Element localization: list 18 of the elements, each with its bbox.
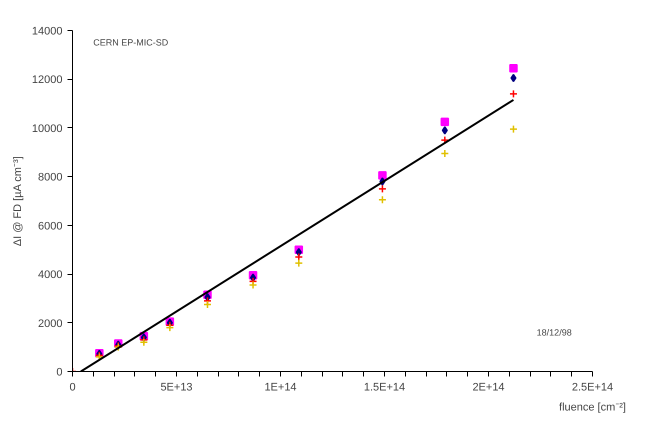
- x-tick-label: 1E+14: [264, 382, 297, 394]
- x-tick-label: 2E+14: [472, 382, 505, 394]
- y-tick-label: 14000: [32, 26, 63, 38]
- y-tick-label: 12000: [32, 74, 63, 86]
- y-tick-label: 2000: [38, 318, 63, 330]
- x-tick-label: 0: [69, 382, 76, 394]
- x-axis-title: fluence [cm⁻²]: [559, 402, 626, 414]
- y-tick-label: 10000: [32, 122, 63, 135]
- x-tick-label: 5E+13: [160, 382, 193, 394]
- y-tick-label: 6000: [38, 220, 63, 232]
- y-tick-label: 0: [56, 366, 63, 378]
- y-tick-label: 8000: [38, 172, 63, 184]
- annotation: 18/12/98: [536, 327, 572, 338]
- annotation: CERN EP-MIC-SD: [93, 38, 169, 48]
- x-tick-label: 2.5E+14: [572, 382, 614, 394]
- y-tick-label: 4000: [38, 269, 63, 282]
- x-tick-label: 1.5E+14: [364, 382, 406, 394]
- y-axis-title: ΔI @ FD [µA cm⁻³]: [12, 156, 24, 246]
